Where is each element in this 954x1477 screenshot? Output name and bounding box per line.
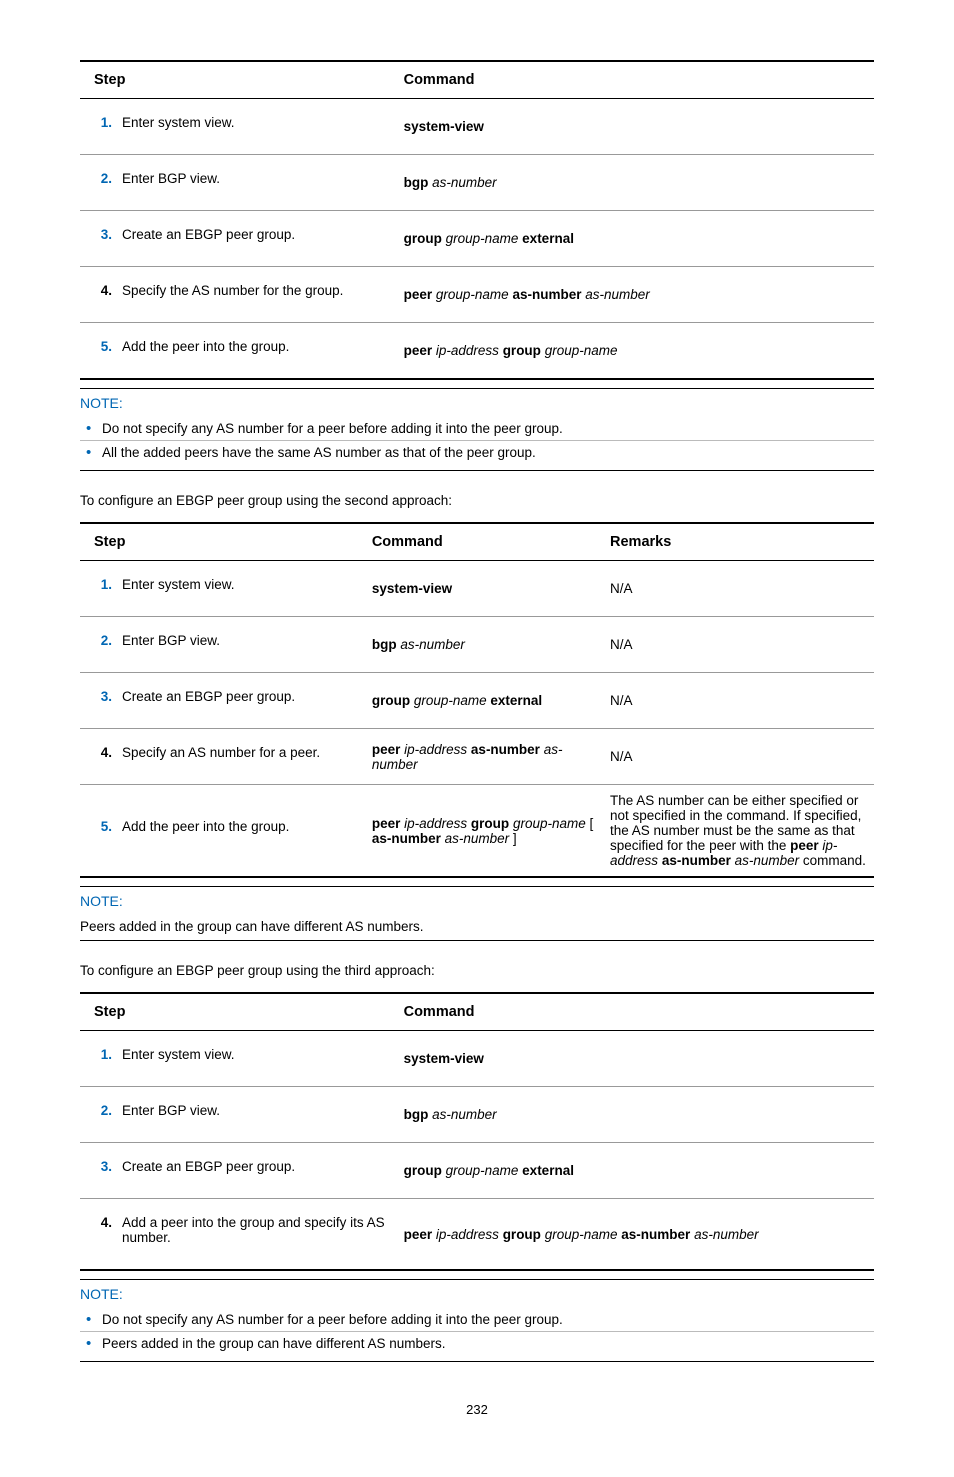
step-number: 1. — [86, 107, 116, 138]
command-cell: group group-name external — [366, 673, 604, 729]
step-number: 4. — [86, 1207, 116, 1253]
step-text: Specify the AS number for the group. — [116, 275, 392, 306]
table3-header-step: Step — [80, 993, 398, 1031]
step-text: Enter system view. — [116, 1039, 392, 1070]
command-cell: system-view — [398, 1031, 874, 1087]
table-row: 4. Add a peer into the group and specify… — [80, 1199, 874, 1271]
remarks-cell: N/A — [604, 729, 874, 785]
step-text: Add the peer into the group. — [116, 811, 360, 842]
step-text: Create an EBGP peer group. — [116, 681, 360, 712]
paragraph-1: To configure an EBGP peer group using th… — [80, 493, 874, 508]
step-text: Add a peer into the group and specify it… — [116, 1207, 392, 1253]
command-cell: peer ip-address as-number as-number — [366, 729, 604, 785]
table-row: 4. Specify the AS number for the group.p… — [80, 267, 874, 323]
note-label: NOTE: — [80, 1286, 874, 1302]
table1-header-step: Step — [80, 61, 398, 99]
table-row: 1. Enter system view.system-view — [80, 99, 874, 155]
command-cell: peer group-name as-number as-number — [398, 267, 874, 323]
table-row: 5. Add the peer into the group.peer ip-a… — [80, 323, 874, 380]
table-2: Step Command Remarks 1. Enter system vie… — [80, 522, 874, 878]
step-number: 4. — [86, 275, 116, 306]
table-row: 1. Enter system view.system-viewN/A — [80, 561, 874, 617]
step-number: 2. — [86, 625, 116, 656]
note-item: All the added peers have the same AS num… — [80, 440, 874, 464]
note-block-2: NOTE: Peers added in the group can have … — [80, 886, 874, 941]
table-row: 2. Enter BGP view.bgp as-numberN/A — [80, 617, 874, 673]
step-text: Enter BGP view. — [116, 625, 360, 656]
note-item: Do not specify any AS number for a peer … — [80, 417, 874, 440]
remarks-cell: N/A — [604, 617, 874, 673]
page-number: 232 — [80, 1402, 874, 1417]
step-text: Enter system view. — [116, 107, 392, 138]
table-1: Step Command 1. Enter system view.system… — [80, 60, 874, 380]
table2-header-command: Command — [366, 523, 604, 561]
note-block-1: NOTE: Do not specify any AS number for a… — [80, 388, 874, 471]
table-row: 3. Create an EBGP peer group.group group… — [80, 673, 874, 729]
note-item: Do not specify any AS number for a peer … — [80, 1308, 874, 1331]
step-text: Create an EBGP peer group. — [116, 1151, 392, 1182]
step-number: 5. — [86, 811, 116, 842]
table-row: 2. Enter BGP view.bgp as-number — [80, 1087, 874, 1143]
table-3: Step Command 1. Enter system view.system… — [80, 992, 874, 1271]
step-text: Enter system view. — [116, 569, 360, 600]
step-number: 2. — [86, 163, 116, 194]
table-row: 5. Add the peer into the group.peer ip-a… — [80, 785, 874, 878]
table2-header-step: Step — [80, 523, 366, 561]
table-row: 2. Enter BGP view.bgp as-number — [80, 155, 874, 211]
remarks-cell: The AS number can be either specified or… — [604, 785, 874, 878]
table-row: 3. Create an EBGP peer group.group group… — [80, 211, 874, 267]
note-label: NOTE: — [80, 893, 874, 909]
table-row: 3. Create an EBGP peer group.group group… — [80, 1143, 874, 1199]
page-content: Step Command 1. Enter system view.system… — [80, 60, 874, 1417]
step-text: Enter BGP view. — [116, 1095, 392, 1126]
note-label: NOTE: — [80, 395, 874, 411]
command-cell: bgp as-number — [398, 1087, 874, 1143]
note-item: Peers added in the group can have differ… — [80, 1331, 874, 1355]
step-number: 1. — [86, 569, 116, 600]
table2-header-remarks: Remarks — [604, 523, 874, 561]
command-cell: bgp as-number — [366, 617, 604, 673]
step-number: 3. — [86, 681, 116, 712]
paragraph-2: To configure an EBGP peer group using th… — [80, 963, 874, 978]
step-number: 4. — [86, 737, 116, 768]
command-cell: group group-name external — [398, 1143, 874, 1199]
step-text: Create an EBGP peer group. — [116, 219, 392, 250]
note-text: Peers added in the group can have differ… — [80, 915, 874, 940]
step-text: Enter BGP view. — [116, 163, 392, 194]
step-number: 5. — [86, 331, 116, 362]
command-cell: bgp as-number — [398, 155, 874, 211]
step-text: Add the peer into the group. — [116, 331, 392, 362]
command-cell: peer ip-address group group-name [ as-nu… — [366, 785, 604, 878]
command-cell: peer ip-address group group-name as-numb… — [398, 1199, 874, 1271]
table-row: 4. Specify an AS number for a peer.peer … — [80, 729, 874, 785]
command-cell: group group-name external — [398, 211, 874, 267]
table1-header-command: Command — [398, 61, 874, 99]
remarks-cell: N/A — [604, 673, 874, 729]
note-block-3: NOTE: Do not specify any AS number for a… — [80, 1279, 874, 1362]
table-row: 1. Enter system view.system-view — [80, 1031, 874, 1087]
step-number: 3. — [86, 1151, 116, 1182]
step-text: Specify an AS number for a peer. — [116, 737, 360, 768]
table3-header-command: Command — [398, 993, 874, 1031]
command-cell: system-view — [398, 99, 874, 155]
command-cell: peer ip-address group group-name — [398, 323, 874, 380]
step-number: 2. — [86, 1095, 116, 1126]
step-number: 1. — [86, 1039, 116, 1070]
command-cell: system-view — [366, 561, 604, 617]
step-number: 3. — [86, 219, 116, 250]
remarks-cell: N/A — [604, 561, 874, 617]
